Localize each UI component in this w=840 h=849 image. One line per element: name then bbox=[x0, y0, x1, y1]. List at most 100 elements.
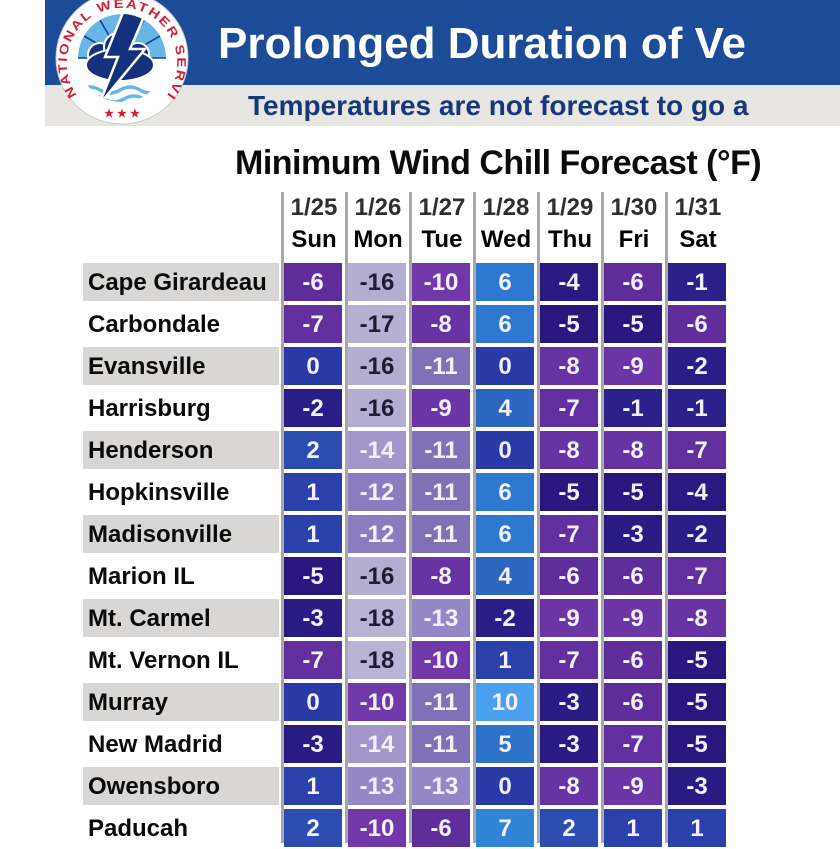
column-header-day: Fri bbox=[618, 226, 650, 253]
wind-chill-cell: 6 bbox=[476, 515, 534, 553]
column-header: 1/27 Tue bbox=[410, 192, 474, 256]
wind-chill-cell: -10 bbox=[348, 809, 406, 847]
table-row: Mt. Carmel -3 -18 -13 -2 -9 -9 -8 bbox=[0, 597, 840, 639]
wind-chill-cell: -5 bbox=[668, 725, 726, 763]
wind-chill-cell: -7 bbox=[284, 305, 342, 343]
wind-chill-cell: -12 bbox=[348, 515, 406, 553]
wind-chill-cell: -7 bbox=[604, 725, 662, 763]
wind-chill-cell: 1 bbox=[604, 809, 662, 847]
wind-chill-cell: -6 bbox=[604, 683, 662, 721]
wind-chill-cell: 1 bbox=[668, 809, 726, 847]
wind-chill-cell: 6 bbox=[476, 305, 534, 343]
column-divider bbox=[473, 192, 476, 843]
row-label-city: New Madrid bbox=[88, 731, 223, 758]
banner-subtitle: Temperatures are not forecast to go a bbox=[248, 90, 749, 121]
wind-chill-cell: -6 bbox=[540, 557, 598, 595]
wind-chill-cell: -8 bbox=[412, 557, 470, 595]
wind-chill-cell: 10 bbox=[476, 683, 534, 721]
wind-chill-cell: -18 bbox=[348, 641, 406, 679]
wind-chill-cell: -12 bbox=[348, 473, 406, 511]
column-header-date: 1/25 bbox=[290, 194, 338, 221]
wind-chill-cell: -3 bbox=[604, 515, 662, 553]
column-header-date: 1/26 bbox=[354, 194, 402, 221]
wind-chill-cell: -6 bbox=[284, 263, 342, 301]
column-header-date: 1/27 bbox=[418, 194, 466, 221]
table-header-row: 1/25 Sun 1/26 Mon 1/27 Tue 1/28 Wed 1/29 Thu 1/30 F… bbox=[282, 192, 730, 256]
wind-chill-cell: 2 bbox=[284, 809, 342, 847]
wind-chill-cell: 0 bbox=[476, 347, 534, 385]
wind-chill-cell: -9 bbox=[604, 599, 662, 637]
wind-chill-cell: -8 bbox=[412, 305, 470, 343]
row-label-city: Marion IL bbox=[88, 563, 195, 590]
column-header-day: Tue bbox=[421, 226, 463, 253]
wind-chill-cell: -7 bbox=[668, 431, 726, 469]
wind-chill-cell: -7 bbox=[540, 389, 598, 427]
row-label-city: Harrisburg bbox=[88, 395, 211, 422]
row-label-city: Owensboro bbox=[83, 767, 279, 805]
wind-chill-cell: 0 bbox=[476, 767, 534, 805]
wind-chill-cell: -2 bbox=[668, 515, 726, 553]
column-header-day: Mon bbox=[353, 226, 403, 253]
table-row: Carbondale -7 -17 -8 6 -5 -5 -6 bbox=[0, 303, 840, 345]
nws-logo-icon: NATIONAL WEATHER SERVICE ★ ★ ★ bbox=[54, 0, 189, 125]
wind-chill-cell: -6 bbox=[604, 557, 662, 595]
banner-title: Prolonged Duration of Ve bbox=[218, 19, 747, 68]
wind-chill-cell: 0 bbox=[476, 431, 534, 469]
wind-chill-cell: -5 bbox=[668, 683, 726, 721]
wind-chill-cell: -13 bbox=[412, 599, 470, 637]
column-header: 1/26 Mon bbox=[346, 192, 410, 256]
column-header: 1/28 Wed bbox=[474, 192, 538, 256]
wind-chill-cell: -18 bbox=[348, 599, 406, 637]
row-label-city: Paducah bbox=[88, 815, 189, 842]
wind-chill-cell: -6 bbox=[604, 641, 662, 679]
logo-lightning-bolt bbox=[97, 14, 151, 102]
wind-chill-cell: -13 bbox=[348, 767, 406, 805]
column-header: 1/25 Sun bbox=[282, 192, 346, 256]
wind-chill-cell: 6 bbox=[476, 473, 534, 511]
wind-chill-cell: -7 bbox=[540, 515, 598, 553]
wind-chill-cell: -5 bbox=[668, 641, 726, 679]
wind-chill-cell: 6 bbox=[476, 263, 534, 301]
wind-chill-cell: -6 bbox=[412, 809, 470, 847]
forecast-table: Cape Girardeau -6 -16 -10 6 -4 -6 -1 Carbondale -… bbox=[0, 261, 840, 849]
wind-chill-cell: -5 bbox=[604, 473, 662, 511]
row-label-city: Evansville bbox=[83, 347, 279, 385]
wind-chill-cell: -16 bbox=[348, 389, 406, 427]
wind-chill-cell: -6 bbox=[668, 305, 726, 343]
wind-chill-cell: 0 bbox=[284, 347, 342, 385]
wind-chill-cell: -3 bbox=[284, 599, 342, 637]
column-divider bbox=[409, 192, 412, 843]
wind-chill-cell: -7 bbox=[540, 641, 598, 679]
column-header: 1/29 Thu bbox=[538, 192, 602, 256]
table-row: Henderson 2 -14 -11 0 -8 -8 -7 bbox=[0, 429, 840, 471]
row-label-city: Madisonville bbox=[83, 515, 279, 553]
wind-chill-cell: -9 bbox=[412, 389, 470, 427]
row-label-city: Henderson bbox=[83, 431, 279, 469]
column-header-date: 1/30 bbox=[610, 194, 658, 221]
wind-chill-cell: -5 bbox=[540, 473, 598, 511]
wind-chill-cell: 0 bbox=[284, 683, 342, 721]
column-header-day: Sat bbox=[679, 226, 717, 253]
wind-chill-cell: -10 bbox=[412, 641, 470, 679]
wind-chill-cell: -4 bbox=[668, 473, 726, 511]
wind-chill-cell: -3 bbox=[540, 725, 598, 763]
wind-chill-cell: -9 bbox=[604, 767, 662, 805]
wind-chill-cell: 2 bbox=[284, 431, 342, 469]
table-row: Evansville 0 -16 -11 0 -8 -9 -2 bbox=[0, 345, 840, 387]
wind-chill-cell: -10 bbox=[348, 683, 406, 721]
wind-chill-cell: -9 bbox=[604, 347, 662, 385]
wind-chill-cell: -9 bbox=[540, 599, 598, 637]
wind-chill-cell: 2 bbox=[540, 809, 598, 847]
row-label-city: Murray bbox=[83, 683, 279, 721]
column-divider bbox=[665, 192, 668, 843]
table-row: New Madrid -3 -14 -11 5 -3 -7 -5 bbox=[0, 723, 840, 765]
wind-chill-cell: -13 bbox=[412, 767, 470, 805]
wind-chill-cell: -5 bbox=[604, 305, 662, 343]
wind-chill-cell: -1 bbox=[604, 389, 662, 427]
row-label-city: Mt. Vernon IL bbox=[88, 647, 239, 674]
wind-chill-cell: -2 bbox=[476, 599, 534, 637]
column-header-date: 1/28 bbox=[482, 194, 530, 221]
column-header-day: Sun bbox=[291, 226, 337, 253]
wind-chill-cell: 1 bbox=[284, 473, 342, 511]
wind-chill-cell: -16 bbox=[348, 263, 406, 301]
